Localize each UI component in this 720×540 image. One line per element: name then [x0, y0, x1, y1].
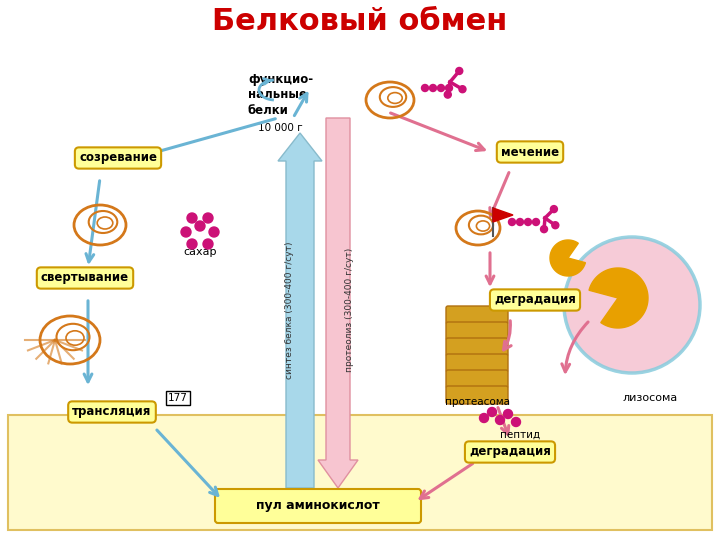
- Circle shape: [446, 84, 452, 91]
- Text: синтез белка (300-400 г/сут): синтез белка (300-400 г/сут): [284, 241, 294, 379]
- Circle shape: [550, 206, 557, 213]
- Text: протеасома: протеасома: [444, 397, 510, 407]
- FancyBboxPatch shape: [446, 322, 508, 340]
- Circle shape: [187, 239, 197, 249]
- Text: мечение: мечение: [501, 145, 559, 159]
- Text: пептид: пептид: [500, 430, 540, 440]
- Circle shape: [421, 84, 428, 91]
- Circle shape: [187, 213, 197, 223]
- Circle shape: [195, 221, 205, 231]
- Circle shape: [480, 414, 488, 422]
- Circle shape: [524, 219, 531, 226]
- Circle shape: [444, 91, 451, 98]
- Text: лизосома: лизосома: [622, 393, 678, 403]
- Circle shape: [495, 415, 505, 424]
- Text: созревание: созревание: [79, 152, 157, 165]
- Polygon shape: [493, 208, 513, 222]
- Text: функцио-
нальные
белки: функцио- нальные белки: [248, 73, 313, 117]
- Circle shape: [209, 227, 219, 237]
- Text: пул аминокислот: пул аминокислот: [256, 500, 380, 512]
- Circle shape: [438, 84, 444, 91]
- Circle shape: [564, 237, 700, 373]
- Circle shape: [533, 219, 539, 226]
- Circle shape: [181, 227, 191, 237]
- FancyArrow shape: [278, 133, 322, 488]
- Circle shape: [541, 226, 547, 233]
- FancyBboxPatch shape: [446, 306, 508, 324]
- FancyBboxPatch shape: [446, 338, 508, 356]
- Circle shape: [487, 408, 497, 416]
- Circle shape: [552, 222, 559, 229]
- Circle shape: [203, 239, 213, 249]
- FancyBboxPatch shape: [446, 354, 508, 372]
- Text: протеолиз (300-400 г/сут): протеолиз (300-400 г/сут): [346, 248, 354, 372]
- Text: 177: 177: [168, 393, 188, 403]
- FancyBboxPatch shape: [446, 370, 508, 388]
- Circle shape: [516, 219, 523, 226]
- Circle shape: [511, 417, 521, 427]
- Circle shape: [456, 68, 463, 75]
- Text: деградация: деградация: [494, 294, 576, 307]
- Circle shape: [503, 409, 513, 418]
- Text: деградация: деградация: [469, 446, 551, 458]
- Text: 10 000 г: 10 000 г: [258, 123, 302, 133]
- Polygon shape: [550, 240, 585, 276]
- Text: сахар: сахар: [184, 247, 217, 257]
- Circle shape: [203, 213, 213, 223]
- Circle shape: [508, 219, 516, 226]
- Text: свертывание: свертывание: [41, 272, 129, 285]
- Circle shape: [430, 84, 436, 91]
- Polygon shape: [589, 268, 648, 328]
- FancyBboxPatch shape: [8, 415, 712, 530]
- Text: трансляция: трансляция: [72, 406, 152, 419]
- FancyBboxPatch shape: [446, 386, 508, 404]
- FancyBboxPatch shape: [215, 489, 421, 523]
- Text: Белковый обмен: Белковый обмен: [212, 8, 508, 37]
- FancyArrow shape: [318, 118, 358, 488]
- Circle shape: [459, 86, 466, 93]
